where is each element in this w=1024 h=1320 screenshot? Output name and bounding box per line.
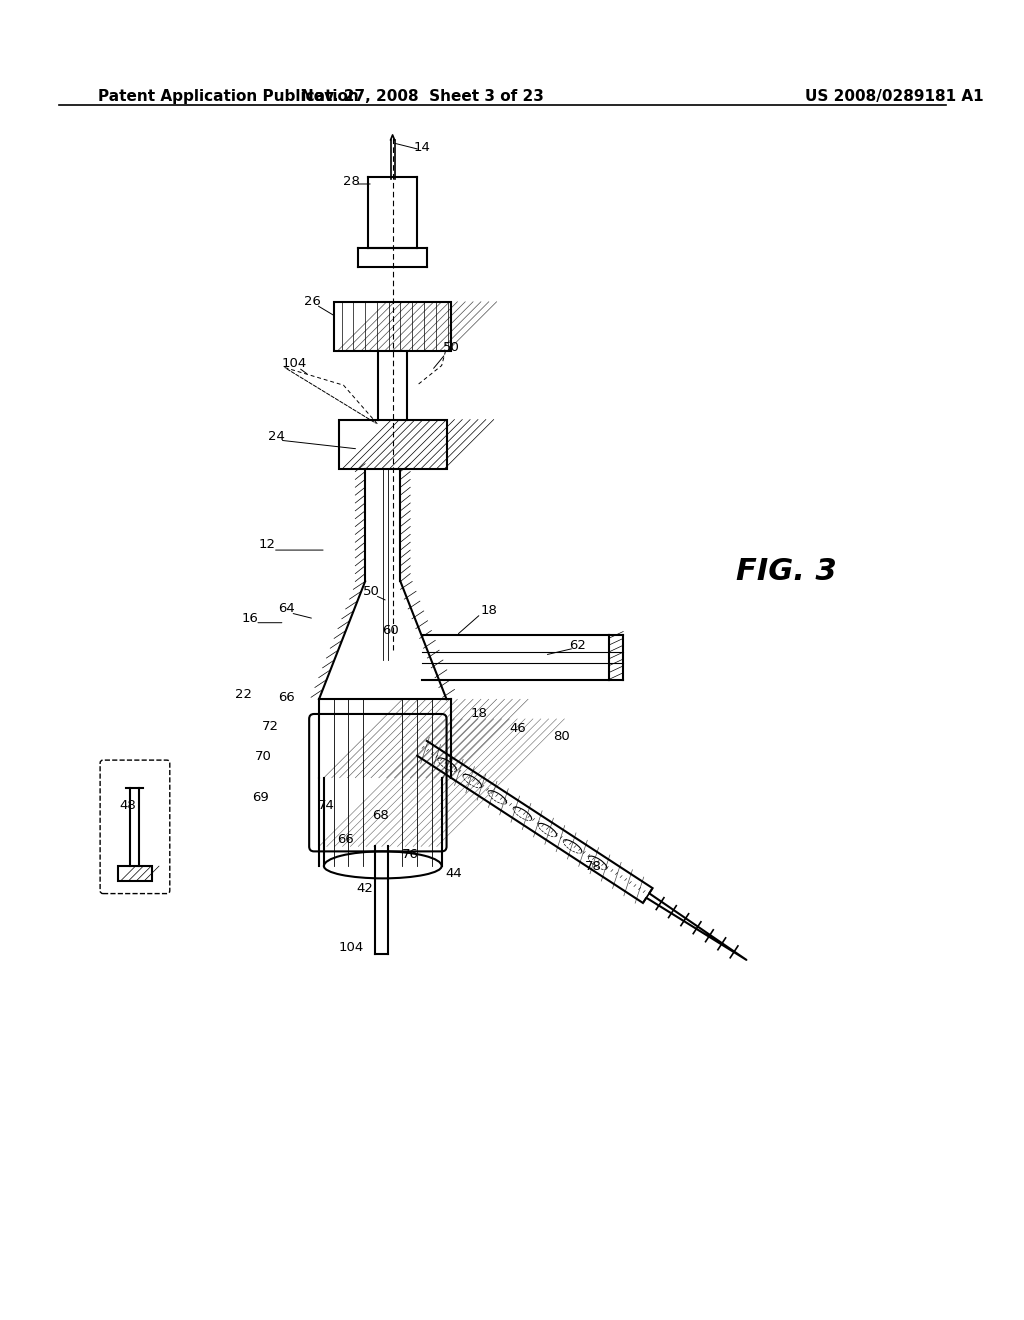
Text: 62: 62 — [568, 639, 586, 652]
Text: 76: 76 — [401, 847, 419, 861]
Text: 104: 104 — [282, 358, 307, 370]
Text: 69: 69 — [252, 791, 268, 804]
Bar — [334, 302, 452, 351]
Text: 74: 74 — [317, 799, 334, 812]
Text: 46: 46 — [510, 722, 526, 735]
Text: 66: 66 — [337, 833, 354, 846]
Text: 48: 48 — [119, 799, 136, 812]
FancyBboxPatch shape — [309, 714, 446, 851]
Text: 50: 50 — [362, 585, 380, 598]
Text: 44: 44 — [445, 867, 462, 880]
Text: 18: 18 — [480, 605, 498, 618]
Text: Patent Application Publication: Patent Application Publication — [98, 88, 358, 104]
Text: FIG. 3: FIG. 3 — [736, 557, 837, 586]
Text: 72: 72 — [261, 721, 279, 733]
Text: 66: 66 — [279, 690, 295, 704]
Text: 104: 104 — [339, 941, 364, 954]
Text: 26: 26 — [304, 296, 321, 309]
Text: 12: 12 — [258, 537, 275, 550]
Bar — [339, 420, 446, 469]
Text: 60: 60 — [382, 624, 399, 638]
Text: Nov. 27, 2008  Sheet 3 of 23: Nov. 27, 2008 Sheet 3 of 23 — [301, 88, 544, 104]
Text: 42: 42 — [356, 882, 374, 895]
Text: 18: 18 — [470, 708, 487, 721]
Text: 70: 70 — [255, 750, 271, 763]
Bar — [118, 866, 153, 880]
Text: US 2008/0289181 A1: US 2008/0289181 A1 — [805, 88, 983, 104]
Text: 14: 14 — [414, 141, 430, 154]
Text: 22: 22 — [234, 688, 252, 701]
Text: 24: 24 — [268, 430, 286, 442]
Text: 78: 78 — [586, 859, 602, 873]
Text: 68: 68 — [373, 809, 389, 821]
Text: 28: 28 — [343, 174, 359, 187]
Text: 64: 64 — [279, 602, 295, 615]
Text: 50: 50 — [443, 342, 460, 354]
Text: 80: 80 — [553, 730, 569, 743]
Text: 16: 16 — [242, 612, 259, 626]
